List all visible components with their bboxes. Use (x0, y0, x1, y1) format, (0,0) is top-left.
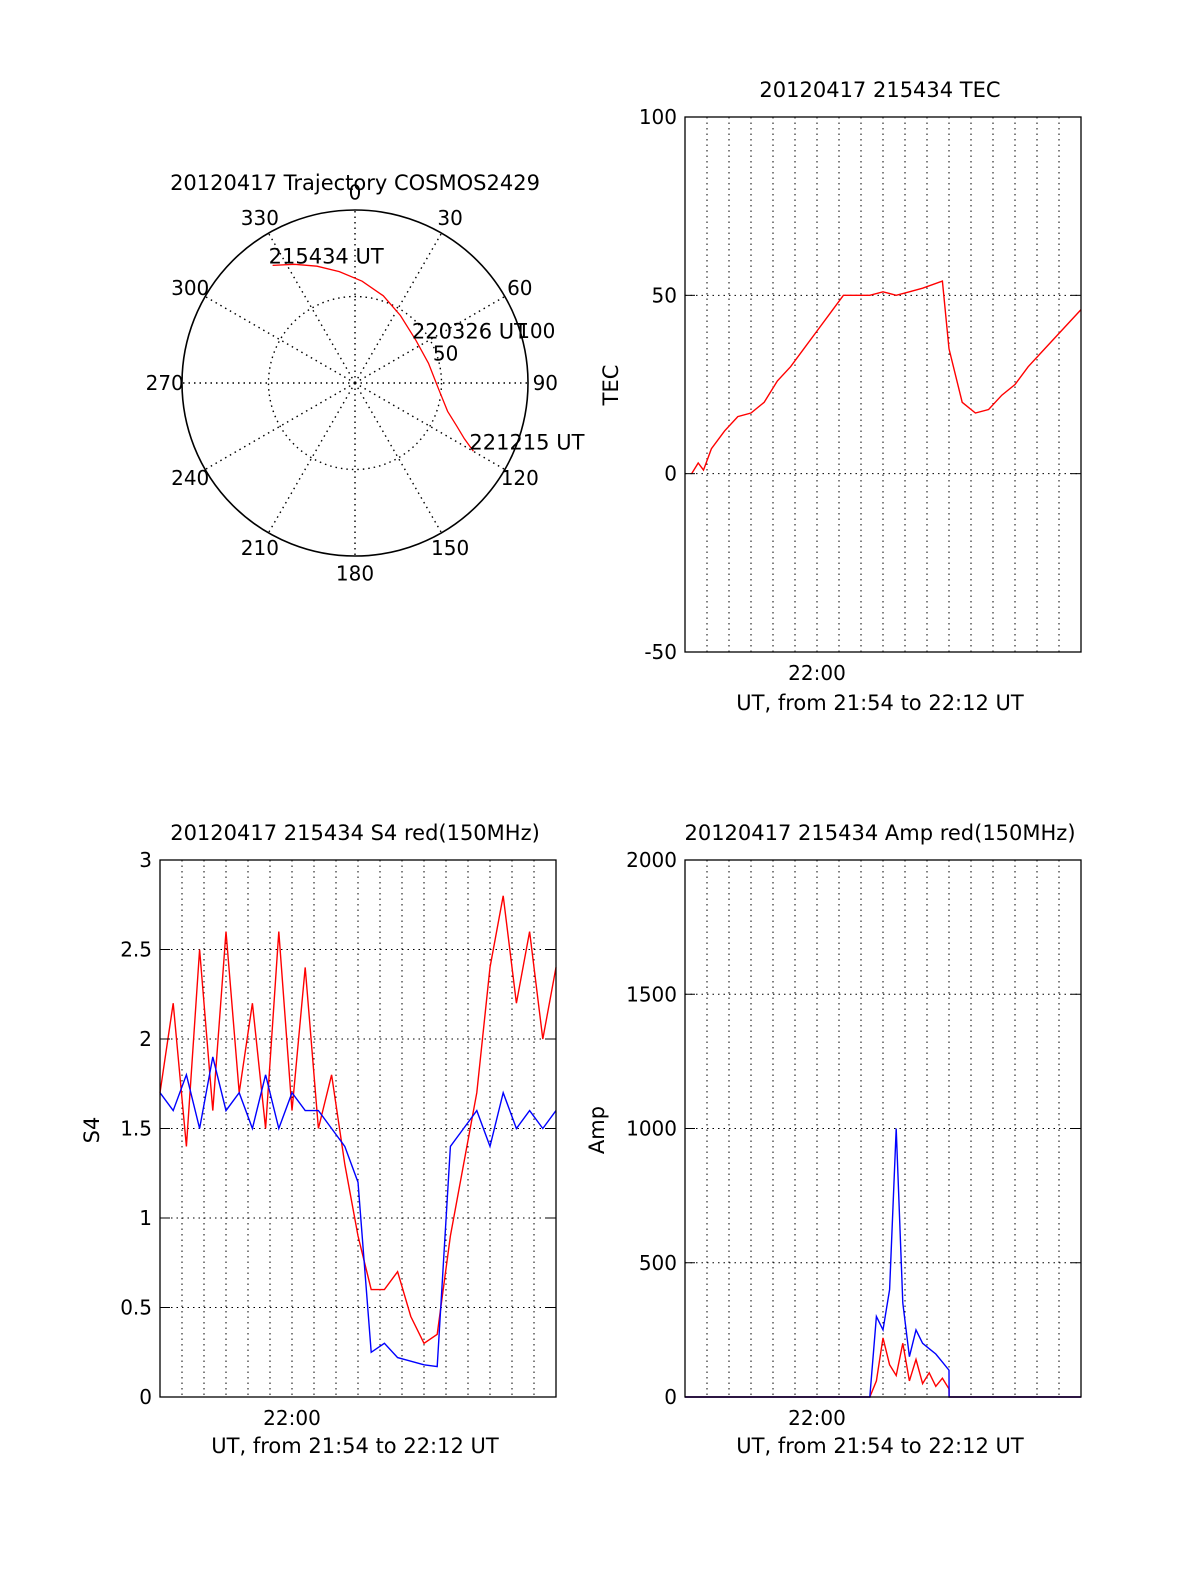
polar-spoke-5 (354, 382, 443, 534)
tec-ytick-label-3: 100 (639, 105, 677, 129)
trajectory-time-label-0: 215434 UT (269, 244, 384, 268)
polar-azimuth-label-1: 30 (437, 206, 462, 230)
polar-radial-label-0: 50 (433, 341, 458, 365)
polar-azimuth-label-3: 90 (533, 371, 558, 395)
s4-ticks: 0 0.5 1 1.5 2 2.5 3 22:00 (120, 848, 556, 1430)
s4-title: 20120417 215434 S4 red(150MHz) (170, 821, 540, 845)
tec-chart: 20120417 215434 TEC -50 0 50 100 22:00 UT, f… (599, 78, 1082, 715)
trajectory-time-label-2: 221215 UT (469, 430, 584, 454)
polar-azimuth-label-5: 150 (431, 536, 469, 560)
s4-ytick-label-1: 0.5 (120, 1296, 152, 1320)
trajectory-title: 20120417 Trajectory COSMOS2429 (170, 171, 540, 195)
tec-title: 20120417 215434 TEC (759, 78, 1000, 102)
amp-ytick-label-0: 0 (664, 1385, 677, 1409)
s4-xlabel: UT, from 21:54 to 22:12 UT (211, 1434, 499, 1458)
tec-xlabel: UT, from 21:54 to 22:12 UT (736, 691, 1024, 715)
amp-series (685, 1128, 1081, 1398)
amp-ytick-label-4: 2000 (626, 848, 677, 872)
polar-labels: 0 30 60 90 120 150 180 210 240 270 300 330 50 100 (146, 181, 558, 586)
amp-xtick-label-0: 22:00 (788, 1406, 846, 1430)
polar-azimuth-label-7: 210 (241, 536, 279, 560)
amp-series-1 (685, 1128, 1081, 1398)
s4-ytick-label-0: 0 (139, 1385, 152, 1409)
amp-ticks: 0 500 1000 1500 2000 22:00 (626, 848, 1081, 1430)
amp-title: 20120417 215434 Amp red(150MHz) (684, 821, 1075, 845)
s4-chart: 20120417 215434 S4 red(150MHz) 0 0.5 1 1.5 2… (80, 821, 557, 1458)
tec-series (691, 280, 1082, 475)
s4-series-1 (159, 1056, 557, 1368)
tec-ytick-label-2: 50 (652, 283, 677, 307)
amp-grid (685, 860, 1081, 1397)
s4-series (159, 895, 557, 1368)
polar-spoke-2 (354, 295, 506, 384)
tec-ytick-label-0: -50 (644, 640, 677, 664)
s4-ytick-label-4: 2 (139, 1027, 152, 1051)
polar-azimuth-label-0: 0 (349, 181, 362, 205)
polar-azimuth-label-2: 60 (507, 276, 532, 300)
tec-plot-frame (684, 116, 1082, 653)
polar-azimuth-label-8: 240 (171, 466, 209, 490)
polar-spoke-11 (267, 232, 356, 384)
s4-ytick-label-6: 3 (139, 848, 152, 872)
polar-spoke-8 (204, 382, 356, 471)
tec-ytick-label-1: 0 (664, 462, 677, 486)
amp-series-0 (685, 1337, 1081, 1398)
polar-track: 215434 UT 220326 UT 221215 UT (269, 244, 585, 454)
polar-azimuth-label-6: 180 (336, 561, 374, 585)
polar-spoke-10 (204, 295, 356, 384)
tec-grid (685, 117, 1081, 652)
s4-xtick-label-0: 22:00 (263, 1406, 321, 1430)
polar-grid (182, 210, 528, 556)
polar-azimuth-label-10: 300 (171, 276, 209, 300)
amp-ytick-label-1: 500 (639, 1251, 677, 1275)
polar-spoke-1 (354, 232, 443, 384)
trajectory-line (272, 263, 474, 452)
polar-spoke-4 (354, 382, 506, 471)
s4-ytick-label-5: 2.5 (120, 938, 152, 962)
amp-ylabel: Amp (585, 1106, 609, 1154)
trajectory-chart: 20120417 Trajectory COSMOS2429 0 30 60 90 12… (146, 171, 585, 585)
polar-outer-circle (181, 209, 529, 557)
polar-spoke-7 (267, 382, 356, 534)
amp-ytick-label-3: 1500 (626, 982, 677, 1006)
polar-ring-0 (267, 295, 443, 471)
tec-series-0 (691, 280, 1082, 475)
polar-azimuth-label-9: 270 (146, 371, 184, 395)
tec-ylabel: TEC (599, 365, 623, 407)
tec-ticks: -50 0 50 100 22:00 (639, 105, 1081, 685)
s4-ytick-label-3: 1.5 (120, 1117, 152, 1141)
polar-radial-label-1: 100 (517, 319, 555, 343)
trajectory-time-label-1: 220326 UT (412, 319, 527, 343)
s4-series-0 (159, 895, 557, 1345)
s4-ylabel: S4 (80, 1117, 104, 1144)
amp-xlabel: UT, from 21:54 to 22:12 UT (736, 1434, 1024, 1458)
amp-chart: 20120417 215434 Amp red(150MHz) 0 500 1000… (585, 821, 1082, 1458)
polar-azimuth-label-4: 120 (501, 466, 539, 490)
s4-ytick-label-2: 1 (139, 1206, 152, 1230)
polar-azimuth-label-11: 330 (241, 206, 279, 230)
tec-xtick-label-0: 22:00 (788, 661, 846, 685)
s4-grid (160, 860, 556, 1397)
amp-ytick-label-2: 1000 (626, 1117, 677, 1141)
